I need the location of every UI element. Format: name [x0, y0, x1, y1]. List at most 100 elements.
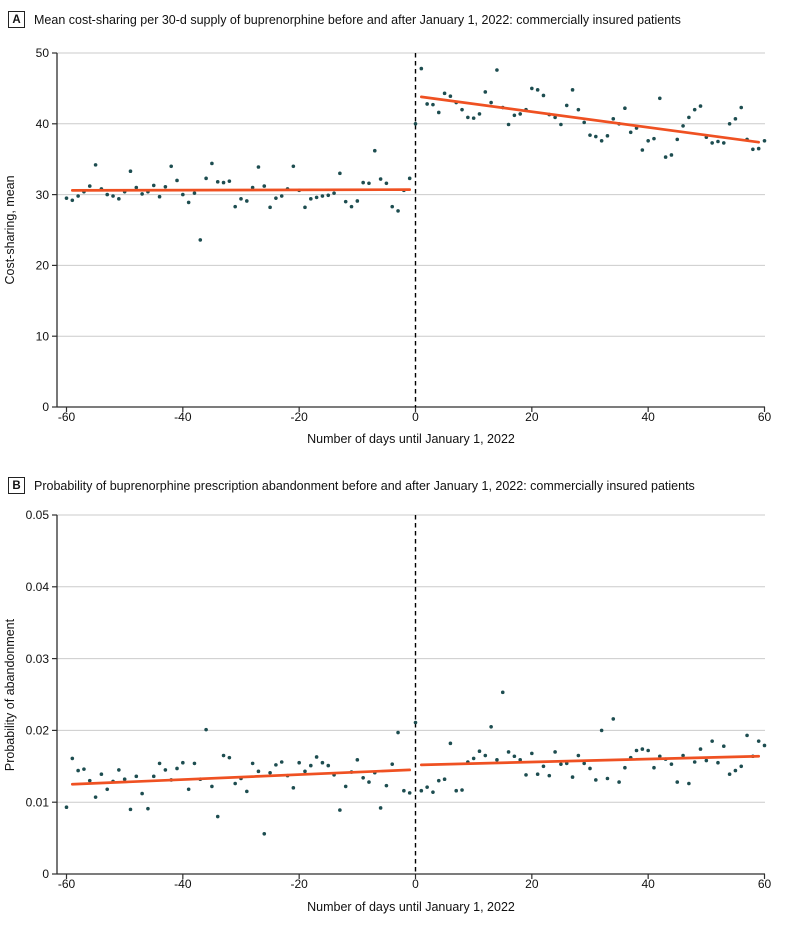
data-point	[140, 791, 144, 796]
x-tick-label: -20	[290, 877, 308, 891]
data-point	[762, 138, 767, 143]
data-point	[151, 183, 156, 188]
data-point	[605, 134, 610, 138]
data-point	[605, 776, 610, 781]
x-tick-label: -60	[58, 877, 76, 891]
trend-line	[70, 188, 412, 192]
data-point	[599, 138, 604, 143]
data-point	[355, 199, 360, 203]
trend-line	[419, 95, 761, 144]
x-tick-label: 20	[525, 877, 539, 891]
data-point	[640, 747, 645, 751]
data-point	[733, 117, 738, 121]
data-point	[431, 790, 435, 794]
panel-b-plot: 0 0.01 0.02 0.03 0.04 0.05 -60 -40 -20 0 20 40 60	[26, 508, 772, 891]
data-point	[192, 191, 197, 195]
data-point	[756, 739, 761, 743]
data-point	[576, 107, 581, 112]
panel-a-title-text: Mean cost-sharing per 30-d supply of bup…	[34, 12, 681, 27]
data-point	[756, 146, 761, 151]
data-point	[500, 690, 505, 695]
data-point	[343, 784, 348, 789]
data-point	[594, 778, 598, 782]
data-point	[599, 728, 604, 733]
data-point	[163, 768, 168, 772]
data-point	[303, 769, 307, 774]
data-point	[710, 739, 714, 743]
data-point	[93, 795, 98, 799]
data-point	[506, 122, 511, 127]
data-point	[733, 768, 738, 773]
data-point	[739, 105, 744, 110]
data-point	[530, 86, 534, 91]
data-point	[268, 205, 272, 210]
data-point	[169, 164, 173, 169]
x-tick-label: 20	[525, 410, 539, 424]
data-point	[309, 197, 313, 201]
data-point	[70, 756, 75, 761]
data-point	[425, 785, 429, 789]
data-point	[518, 112, 522, 116]
data-point	[559, 122, 563, 127]
y-tick-label: 40	[36, 117, 50, 131]
data-point	[355, 758, 360, 762]
data-point	[681, 124, 685, 128]
panel-a-x-axis-label: Number of days until January 1, 2022	[307, 432, 515, 446]
data-point	[175, 766, 179, 771]
data-point	[506, 750, 511, 754]
data-point	[210, 161, 214, 166]
data-point	[233, 204, 237, 209]
data-point	[745, 733, 749, 738]
data-point	[215, 180, 220, 184]
data-point	[279, 194, 284, 198]
data-point	[634, 748, 639, 753]
x-tick-label: -60	[58, 410, 76, 424]
data-point	[245, 789, 249, 794]
data-point	[297, 760, 301, 765]
data-point	[448, 741, 453, 746]
x-tick-label: 60	[758, 877, 772, 891]
data-point	[431, 102, 435, 107]
x-tick-label: 60	[758, 410, 772, 424]
data-point	[314, 755, 319, 759]
panel-a-title: A Mean cost-sharing per 30-d supply of b…	[8, 11, 681, 28]
data-point	[140, 192, 144, 196]
data-point	[663, 155, 668, 159]
data-point	[76, 194, 80, 198]
data-point	[704, 758, 709, 763]
data-point	[384, 783, 389, 788]
data-point	[477, 112, 482, 116]
data-point	[669, 153, 674, 157]
data-point	[436, 110, 441, 115]
data-point	[471, 756, 476, 761]
data-point	[419, 66, 424, 71]
data-point	[687, 781, 691, 786]
data-point	[541, 764, 546, 769]
data-point	[117, 197, 121, 201]
data-point	[274, 763, 278, 767]
data-point	[483, 753, 488, 758]
data-point	[291, 164, 296, 169]
data-point	[721, 141, 726, 145]
x-tick-label: -40	[174, 877, 192, 891]
data-point	[291, 786, 296, 790]
data-point	[186, 200, 191, 205]
data-point	[698, 104, 703, 108]
panel-a-plot: 0 10 20 30 40 50 -60 -40 -20 0 20 40 60	[36, 46, 772, 424]
data-point	[262, 831, 267, 836]
data-point	[460, 107, 464, 112]
data-point	[541, 93, 546, 98]
data-point	[227, 755, 232, 760]
data-point	[477, 749, 482, 754]
data-point	[547, 773, 552, 778]
data-point	[675, 780, 680, 784]
data-point	[93, 163, 98, 167]
data-point	[535, 88, 540, 92]
data-point	[570, 775, 575, 779]
data-point	[204, 727, 208, 732]
data-point	[338, 808, 342, 812]
data-point	[239, 197, 243, 201]
data-point	[122, 777, 127, 782]
data-point	[338, 171, 342, 176]
data-point	[279, 760, 284, 764]
